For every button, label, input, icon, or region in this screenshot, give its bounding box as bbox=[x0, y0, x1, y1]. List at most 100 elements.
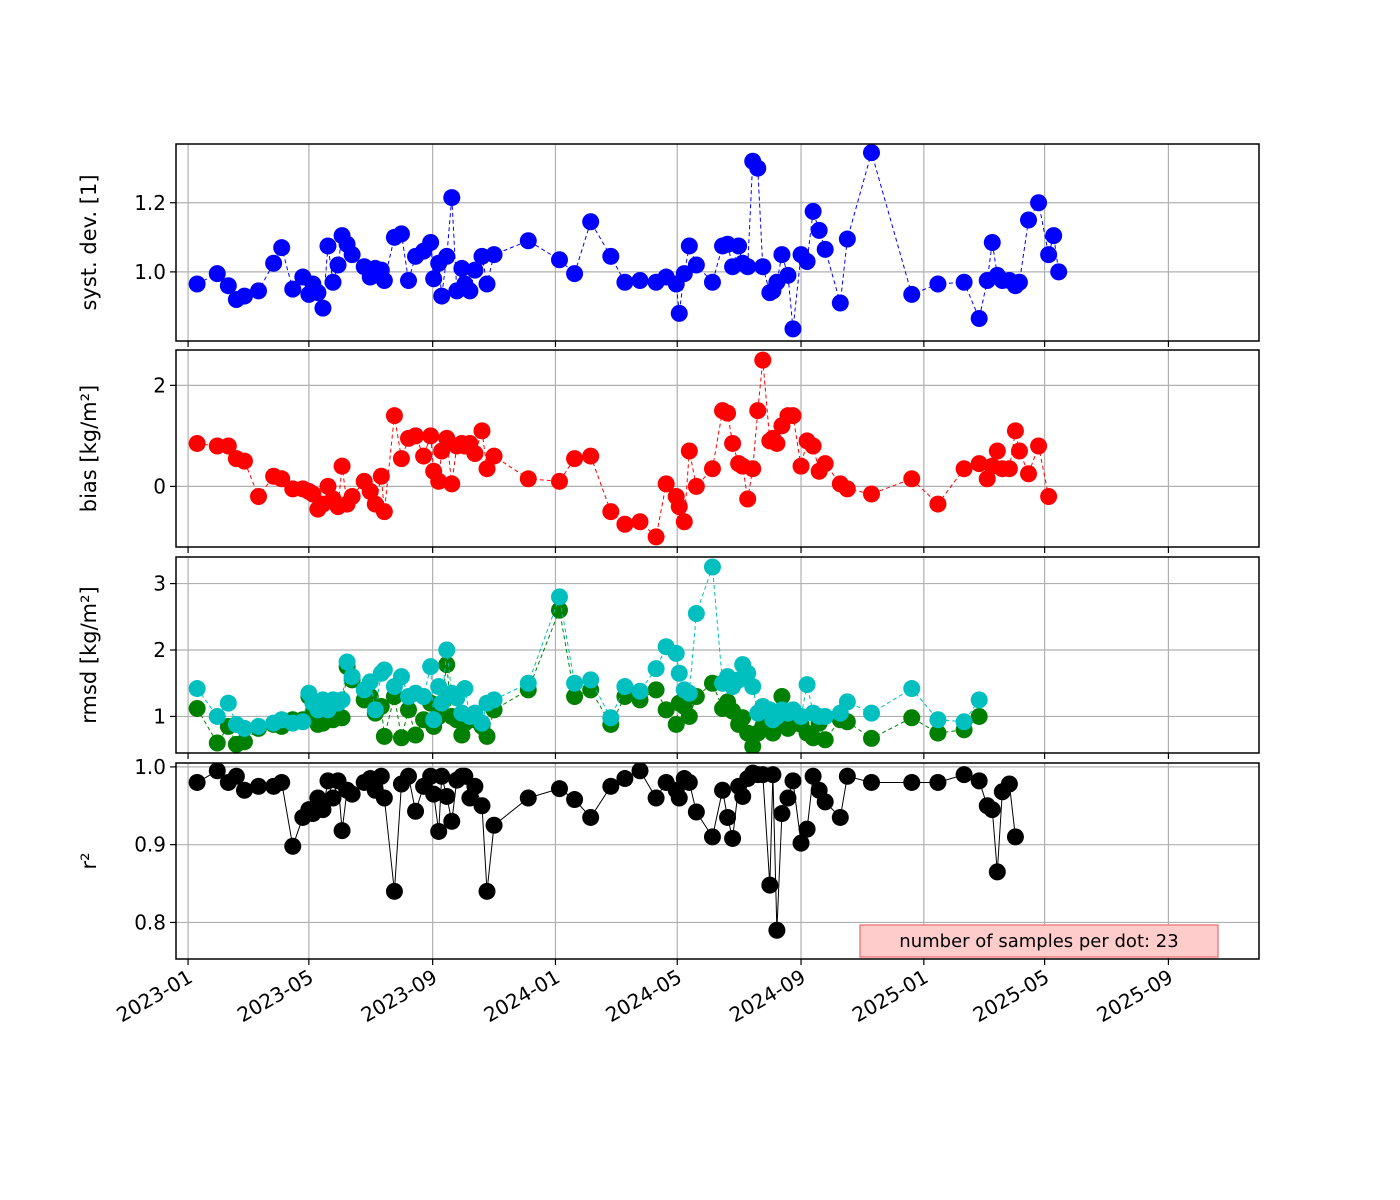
data-point bbox=[903, 680, 921, 698]
data-point bbox=[749, 402, 767, 420]
y-tick-label: 0.9 bbox=[134, 833, 166, 857]
data-point bbox=[273, 470, 291, 488]
data-point bbox=[375, 727, 393, 745]
data-point bbox=[1050, 263, 1068, 281]
data-point bbox=[392, 729, 410, 747]
data-point bbox=[519, 232, 537, 250]
data-point bbox=[329, 256, 347, 274]
data-point bbox=[816, 731, 834, 749]
data-point bbox=[443, 812, 461, 830]
data-point bbox=[438, 247, 456, 265]
data-point bbox=[392, 668, 410, 686]
data-point bbox=[430, 822, 448, 840]
data-point bbox=[903, 773, 921, 791]
data-point bbox=[235, 733, 253, 751]
data-point bbox=[773, 805, 791, 823]
data-point bbox=[473, 422, 491, 440]
y-tick-label: 2 bbox=[153, 638, 166, 662]
data-point bbox=[970, 691, 988, 709]
data-point bbox=[687, 803, 705, 821]
data-point bbox=[831, 808, 849, 826]
data-point bbox=[647, 789, 665, 807]
data-point bbox=[670, 789, 688, 807]
data-point bbox=[372, 467, 390, 485]
data-point bbox=[284, 280, 302, 298]
data-point bbox=[749, 159, 767, 177]
data-point bbox=[273, 773, 291, 791]
data-point bbox=[519, 470, 537, 488]
data-point bbox=[188, 699, 206, 717]
data-point bbox=[1040, 246, 1058, 264]
data-point bbox=[955, 273, 973, 291]
data-point bbox=[667, 644, 685, 662]
data-point bbox=[333, 457, 351, 475]
data-point bbox=[792, 457, 810, 475]
data-point bbox=[461, 282, 479, 300]
data-point bbox=[929, 773, 947, 791]
data-point bbox=[392, 450, 410, 468]
data-point bbox=[657, 475, 675, 493]
data-point bbox=[485, 691, 503, 709]
data-point bbox=[734, 787, 752, 805]
data-point bbox=[903, 470, 921, 488]
data-point bbox=[425, 785, 443, 803]
data-point bbox=[1010, 442, 1028, 460]
y-axis-label: bias [kg/m²] bbox=[77, 385, 101, 512]
data-point bbox=[208, 763, 226, 780]
data-point bbox=[400, 701, 418, 719]
data-point bbox=[582, 447, 600, 465]
data-point bbox=[343, 785, 361, 803]
data-point bbox=[407, 427, 425, 445]
data-point bbox=[566, 791, 584, 809]
data-point bbox=[1030, 437, 1048, 455]
data-point bbox=[647, 681, 665, 699]
data-point bbox=[566, 688, 584, 706]
data-point bbox=[188, 434, 206, 452]
data-point bbox=[466, 777, 484, 795]
data-point bbox=[616, 273, 634, 291]
data-point bbox=[784, 320, 802, 338]
data-point bbox=[273, 239, 291, 257]
y-tick-label: 0.8 bbox=[134, 910, 166, 934]
panel-frame bbox=[175, 143, 1260, 342]
data-point bbox=[798, 253, 816, 271]
data-point bbox=[375, 503, 393, 521]
data-point bbox=[314, 299, 332, 317]
data-point bbox=[1000, 460, 1018, 478]
data-point bbox=[616, 515, 634, 533]
frame-layer bbox=[170, 143, 1260, 965]
data-point bbox=[422, 658, 440, 676]
data-point bbox=[862, 729, 880, 747]
data-point bbox=[792, 834, 810, 852]
x-tick-label: 2025-09 bbox=[1093, 965, 1177, 1028]
data-layer bbox=[188, 144, 1068, 939]
data-point bbox=[415, 447, 433, 465]
panel-2-data bbox=[188, 558, 988, 753]
data-point bbox=[862, 144, 880, 162]
data-point bbox=[219, 437, 237, 455]
data-point bbox=[343, 487, 361, 505]
data-point bbox=[250, 282, 268, 300]
data-point bbox=[779, 719, 797, 737]
data-point bbox=[372, 767, 390, 785]
data-point bbox=[582, 808, 600, 826]
panel-3-data bbox=[188, 763, 1024, 939]
y-tick-label: 1.0 bbox=[134, 260, 166, 284]
data-point bbox=[929, 495, 947, 513]
data-point bbox=[324, 789, 342, 807]
data-point bbox=[433, 287, 451, 305]
data-point bbox=[804, 767, 822, 785]
data-point bbox=[415, 688, 433, 706]
data-point bbox=[768, 434, 786, 452]
x-tick-label: 2023-09 bbox=[357, 965, 441, 1028]
data-point bbox=[816, 707, 834, 725]
data-point bbox=[433, 767, 451, 785]
data-point bbox=[375, 789, 393, 807]
data-point bbox=[602, 709, 620, 727]
data-point bbox=[319, 237, 337, 255]
data-point bbox=[407, 726, 425, 744]
data-point bbox=[838, 767, 856, 785]
data-point bbox=[631, 763, 649, 780]
data-point bbox=[582, 671, 600, 689]
data-point bbox=[208, 734, 226, 752]
